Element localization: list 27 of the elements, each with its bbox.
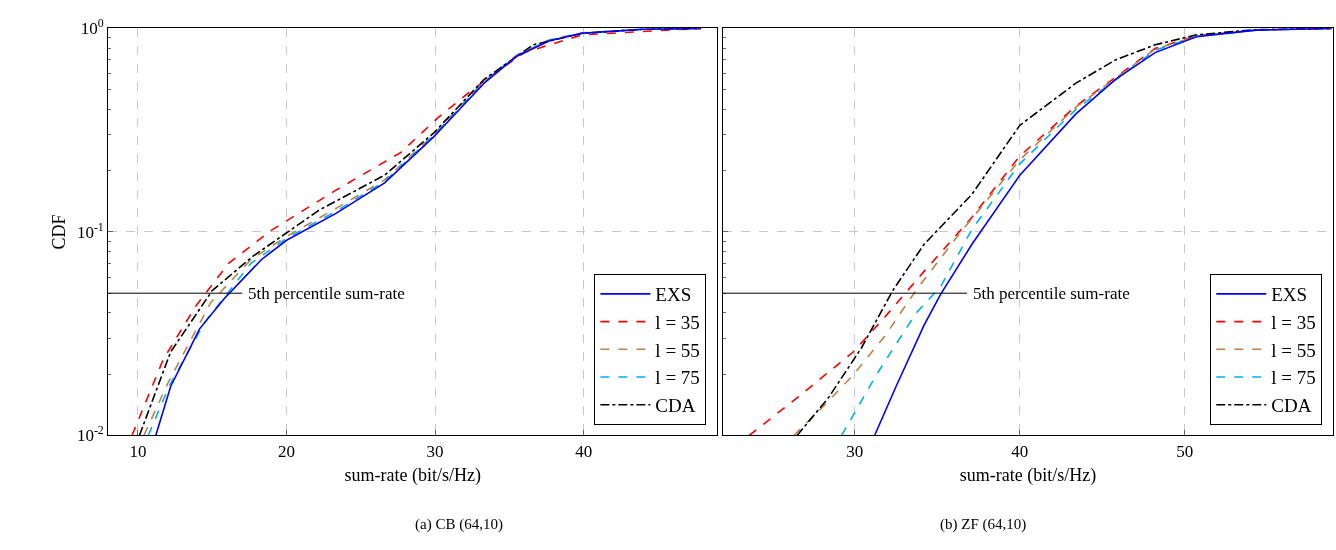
legend-label: l = 75 xyxy=(655,367,700,389)
legend-label: l = 55 xyxy=(1271,339,1316,361)
ref-line-label: 5th percentile sum-rate xyxy=(973,284,1130,303)
legend-label: EXS xyxy=(655,284,692,306)
x-tick-label: 30 xyxy=(846,441,864,461)
y-tick-label: 10$^{-1}$ xyxy=(76,219,104,242)
ref-line-label: 5th percentile sum-rate xyxy=(248,284,405,303)
legend-label: EXS xyxy=(1271,284,1308,306)
text: (a) CB (64,10) xyxy=(415,516,503,533)
legend-label: l = 75 xyxy=(1271,367,1316,389)
x-tick-label: 40 xyxy=(1011,441,1029,461)
y-tick-label: 10$^{-2}$ xyxy=(76,423,104,446)
legend-label: CDA xyxy=(1271,395,1312,417)
legend-label: l = 35 xyxy=(1271,312,1316,334)
x-tick-label: 10 xyxy=(129,441,147,461)
legend-label: l = 55 xyxy=(655,339,700,361)
x-axis-title: sum-rate (bit/s/Hz) xyxy=(344,464,482,486)
x-tick-label: 30 xyxy=(426,441,444,461)
y-tick-label: 10$^{0}$ xyxy=(80,16,104,39)
x-tick-label: 20 xyxy=(278,441,296,461)
x-axis-title: sum-rate (bit/s/Hz) xyxy=(959,464,1097,486)
legend-label: CDA xyxy=(655,395,696,417)
y-axis-title: CDF xyxy=(49,214,70,250)
x-tick-label: 40 xyxy=(575,441,593,461)
legend-label: l = 35 xyxy=(655,312,700,334)
text: (b) ZF (64,10) xyxy=(940,516,1027,533)
x-tick-label: 50 xyxy=(1176,441,1194,461)
